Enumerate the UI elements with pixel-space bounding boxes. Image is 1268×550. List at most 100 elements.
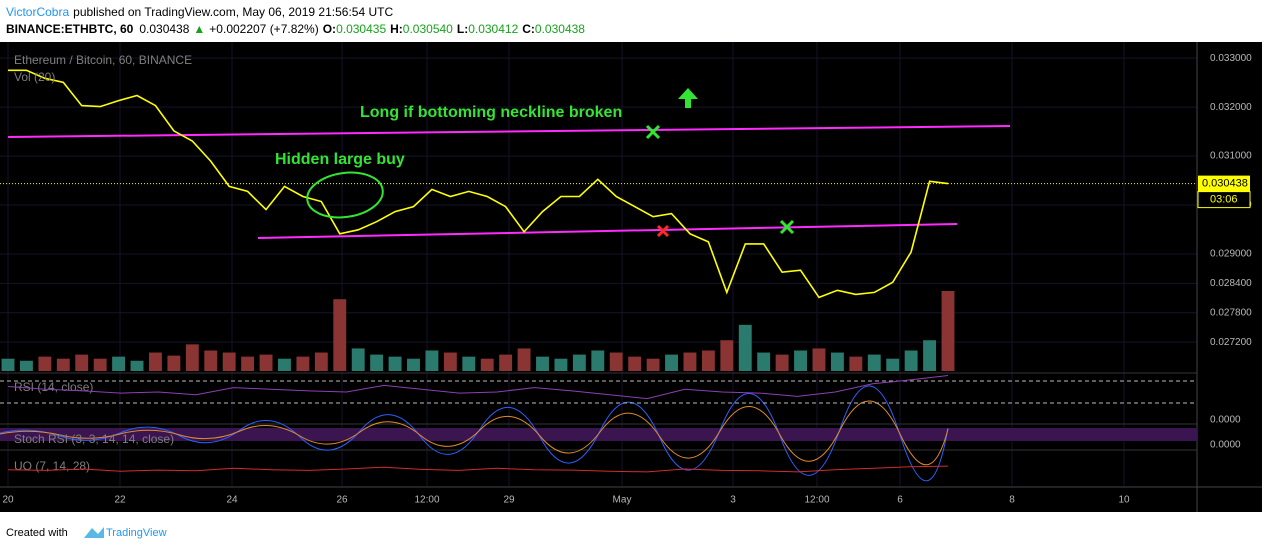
volume-bar [849,356,863,371]
volume-bar [296,356,310,371]
grid [0,42,1197,487]
author[interactable]: VictorCobra [6,5,69,19]
volume-bar [314,352,328,371]
volume-bar [572,354,586,371]
volume-bar [923,340,937,371]
volume-bar [591,350,605,371]
volume-bar [683,352,697,371]
volume-bar [609,352,623,371]
stoch-k-shape [0,385,949,482]
volume-bar [259,354,273,371]
volume-label: Vol (20) [14,70,55,84]
x-tick-label: 3 [730,495,736,506]
ohlc-value: 0.030412 [468,22,518,36]
volume-bar [333,299,347,371]
stoch-d-shape [0,400,949,466]
x-mark [779,219,795,235]
volume-bar [720,340,734,371]
volume-bar [665,354,678,371]
volume-bar [462,356,476,371]
x-tick-label: 29 [503,495,515,506]
volume-bar [536,356,549,371]
volume-bar [775,354,789,371]
volume-bar [867,354,881,371]
volume-bar [75,354,89,371]
x-tick-label: 12:00 [414,495,439,506]
volume-bar [830,352,844,371]
indicator-label: Stoch RSI (3, 3, 14, 14, close) [14,432,174,446]
ohlc-label: C: [522,22,535,36]
volume-bar [370,354,384,371]
indicator-line [7,375,949,400]
y-tick-label: 0.033000 [1210,53,1252,64]
volume-bar [38,356,52,371]
volume-bar [425,350,439,371]
header-line-2: BINANCE:ETHBTC, 60 0.030438 ▲ +0.002207 (+7… [6,22,585,36]
volume-bar [204,350,218,371]
volume-bar [185,344,199,371]
indicator-label: RSI (14, close) [14,380,93,394]
x-mark [656,224,670,238]
annotation: Long if bottoming neckline broken [360,104,622,121]
x-tick-label: 24 [226,495,238,506]
volume-bar [149,352,162,371]
volume-bar [130,360,144,371]
footer-brand[interactable]: TradingView [106,527,167,539]
logo [84,527,104,538]
y-tick-label: 0.032000 [1210,102,1252,113]
x-tick-label: May [613,495,632,506]
symbol: BINANCE:ETHBTC, 60 [6,22,134,36]
y-tick-label: 0.027800 [1210,307,1252,318]
volume-bar [738,324,752,371]
plot [0,69,1197,371]
annotation: Hidden large buy [275,151,405,168]
volume-bar [812,348,826,371]
x-tick-label: 10 [1118,495,1130,506]
ohlc-value: 0.030540 [403,22,453,36]
volume-bar [278,358,291,371]
volume-bar [628,356,642,371]
volume-bar [499,354,513,371]
volume-bar [388,356,402,371]
y-tick-label: 0.029000 [1210,249,1252,260]
published: published on TradingView.com, May 06, 20… [73,5,393,19]
volume-bar [443,352,457,371]
volume-bar [222,352,236,371]
upper-trendline [7,125,1011,138]
volume-bar [941,291,955,371]
volume-bar [19,360,33,371]
indicator-axis-label: 0.0000 [1210,440,1241,451]
x-tick-label: 6 [897,495,903,506]
volume-bar [480,358,494,371]
x-mark [645,124,661,140]
volume-bar [701,350,715,371]
volume-bar [1,358,15,371]
indicator-label: UO (7, 14, 28) [14,459,90,473]
footer-created: Created with [6,527,68,539]
change: +0.002207 (+7.82%) [209,22,318,36]
volume-bar [517,348,531,371]
ohlc-label: H: [390,22,403,36]
volume-bar [112,356,126,371]
volume-bar [554,358,568,371]
x-tick-label: 26 [336,495,348,506]
volume-bar [757,352,771,371]
volume-bar [886,358,900,371]
chart-title: Ethereum / Bitcoin, 60, BINANCE [14,53,192,67]
y-tick-label: 0.028400 [1210,278,1252,289]
circle-drawing [306,171,384,219]
volume-bar [407,358,420,371]
x-tick-label: 12:00 [804,495,829,506]
volume-bar [167,355,181,371]
volume-bar [904,350,918,371]
y-tick-label: 0.031000 [1210,151,1252,162]
volume-bar [794,350,807,371]
price: 0.030438 [139,22,189,36]
ohlc-label: O: [323,22,336,36]
last-price-box [1198,175,1250,192]
volume-bar [351,348,365,371]
countdown-box [1197,191,1251,209]
price-line [8,69,949,299]
ohlc-label: L: [457,22,468,36]
last-price-label: 0.030438 [1202,178,1248,190]
